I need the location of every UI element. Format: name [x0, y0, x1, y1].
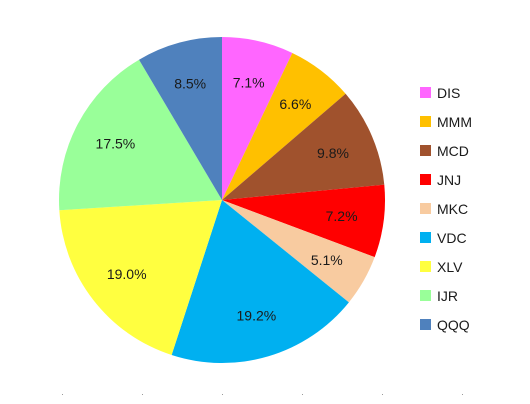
legend-label-mmm: MMM — [437, 113, 472, 130]
legend-label-mkc: MKC — [437, 200, 469, 217]
legend-label-jnj: JNJ — [437, 171, 462, 188]
legend-item-vdc: VDC — [420, 223, 520, 252]
legend-item-jnj: JNJ — [420, 165, 520, 194]
pie-slice-dis — [222, 37, 293, 200]
pie-slices — [59, 37, 385, 363]
legend-swatch-dis — [420, 87, 431, 98]
legend-item-xlv: XLV — [420, 252, 520, 281]
pie-slice-jnj — [222, 184, 385, 258]
data-label-mmm: 6.6% — [279, 96, 311, 112]
legend-swatch-vdc — [420, 232, 431, 243]
pie-slice-qqq — [139, 37, 222, 200]
chart-legend: DIS MMM MCD JNJ MKC VDC XLV IJR QQQ — [420, 78, 520, 339]
legend-label-ijr: IJR — [437, 287, 458, 304]
pie-slice-ijr — [59, 59, 222, 211]
tick-dot — [62, 394, 63, 395]
pie-slice-mcd — [222, 93, 385, 200]
legend-swatch-jnj — [420, 174, 431, 185]
pie-slice-mmm — [222, 52, 346, 200]
legend-swatch-mmm — [420, 116, 431, 127]
pie-slice-vdc — [171, 200, 349, 363]
tick-dot — [462, 394, 463, 395]
legend-item-ijr: IJR — [420, 281, 520, 310]
legend-swatch-ijr — [420, 290, 431, 301]
legend-label-dis: DIS — [437, 84, 461, 101]
data-label-mkc: 5.1% — [311, 252, 343, 268]
legend-item-mkc: MKC — [420, 194, 520, 223]
legend-item-dis: DIS — [420, 78, 520, 107]
data-label-dis: 7.1% — [233, 74, 265, 90]
legend-swatch-mcd — [420, 145, 431, 156]
tick-dot — [302, 394, 303, 395]
legend-label-xlv: XLV — [437, 258, 463, 275]
tick-dot — [142, 394, 143, 395]
pie-slice-xlv — [59, 200, 223, 356]
data-label-mcd: 9.8% — [317, 145, 349, 161]
legend-item-qqq: QQQ — [420, 310, 520, 339]
tick-dot — [222, 394, 223, 395]
data-label-jnj: 7.2% — [326, 208, 358, 224]
legend-label-mcd: MCD — [437, 142, 469, 159]
legend-item-mmm: MMM — [420, 107, 520, 136]
legend-swatch-xlv — [420, 261, 431, 272]
pie-data-labels: 7.1% 6.6% 9.8% 7.2% 5.1% 19.2% 19.0% 17.5% 8.5% — [96, 74, 358, 323]
legend-label-qqq: QQQ — [437, 316, 470, 333]
tick-dot — [382, 394, 383, 395]
bottom-dotted-marks — [0, 393, 530, 397]
data-label-ijr: 17.5% — [96, 136, 136, 152]
legend-item-mcd: MCD — [420, 136, 520, 165]
data-label-xlv: 19.0% — [107, 266, 147, 282]
pie-slice-mkc — [222, 200, 375, 303]
data-label-vdc: 19.2% — [237, 308, 277, 324]
data-label-qqq: 8.5% — [174, 76, 206, 92]
legend-swatch-mkc — [420, 203, 431, 214]
legend-label-vdc: VDC — [437, 229, 467, 246]
legend-swatch-qqq — [420, 319, 431, 330]
